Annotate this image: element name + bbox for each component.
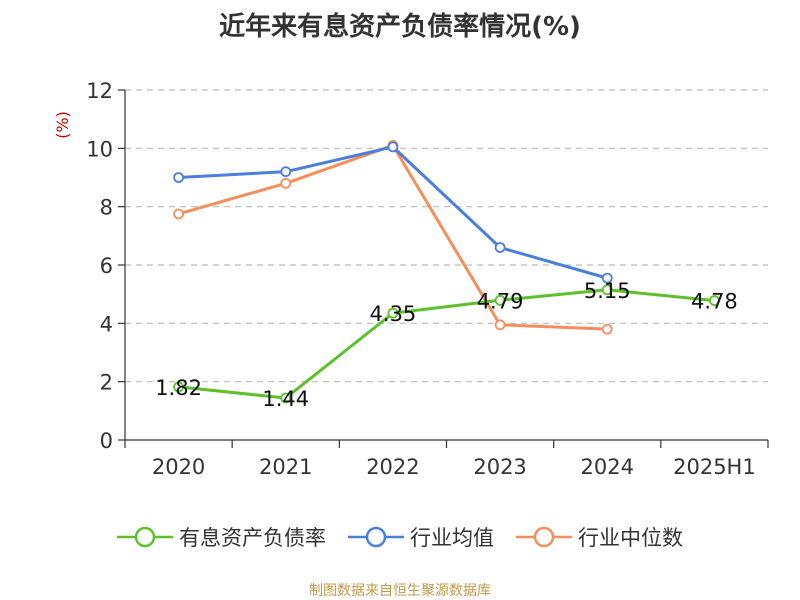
x-tick-label: 2021 [259,455,312,479]
legend-swatch-orange-icon [516,526,572,548]
y-axis-label: (%) [53,111,72,139]
axis-layer: 0 2 4 6 8 10 12 (%) 2020 2021 2022 2023 2024 2025H1 [53,79,769,479]
data-point [173,208,184,220]
data-point [387,141,399,153]
data-point [280,392,292,404]
y-tick-label: 4 [100,312,113,336]
data-label: 4.35 [370,302,417,326]
legend-label: 有息资产负债率 [179,526,326,550]
data-point [494,294,506,306]
legend: 有息资产负债率 行业均值 行业中位数 [0,522,800,552]
legend-swatch-blue-icon [348,526,404,548]
legend-swatch-green-icon [117,526,173,548]
x-tick-label: 2020 [152,455,205,479]
data-point [709,295,720,306]
legend-label: 行业中位数 [578,526,683,550]
legend-item-industry-median[interactable]: 行业中位数 [516,522,683,552]
series-layer [173,140,720,404]
y-tick-label: 0 [100,429,113,453]
series-line [178,288,715,400]
x-tick-label: 2022 [366,455,419,479]
data-point [280,166,292,178]
data-point [494,242,506,253]
data-point [387,307,399,319]
x-tick-label: 2024 [581,455,634,479]
data-point [494,319,506,331]
chart-title: 近年来有息资产负债率情况(%) [219,12,581,42]
data-label: 5.15 [584,279,631,303]
grid-layer [125,89,768,383]
series-line [178,145,608,280]
data-label-layer: 1.82 1.44 4.35 4.79 5.15 4.78 [155,279,738,411]
data-point [280,177,292,189]
data-label: 4.79 [477,289,524,313]
x-tick-label: 2025H1 [673,455,756,479]
data-point [601,272,613,284]
y-tick-label: 12 [86,79,113,103]
legend-item-industry-mean[interactable]: 行业均值 [348,522,494,552]
y-tick-label: 10 [86,137,113,161]
legend-item-interest-debt-ratio[interactable]: 有息资产负债率 [117,522,326,552]
data-label: 1.44 [262,387,309,411]
data-point [601,323,613,335]
source-label: 制图数据来自恒生聚源数据库 [309,583,491,599]
data-point [173,172,184,183]
x-tick-label: 2023 [473,455,526,479]
data-point [601,284,613,296]
data-label: 4.78 [691,290,738,314]
y-tick-label: 6 [100,254,113,278]
data-point [173,381,184,393]
legend-label: 行业均值 [410,526,494,550]
y-tick-label: 2 [100,371,113,395]
y-tick-label: 8 [100,196,113,220]
data-label: 1.82 [155,376,202,400]
